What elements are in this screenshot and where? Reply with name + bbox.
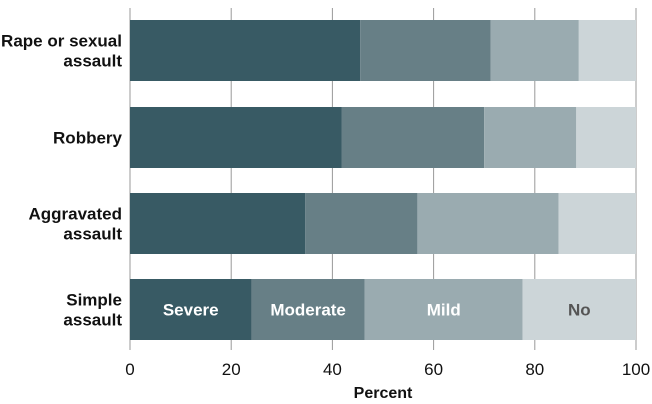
category-label-line: Simple (66, 291, 122, 310)
bar-segment-mild (417, 193, 559, 254)
x-tick-label: 0 (125, 360, 134, 379)
bar-segment-no (522, 279, 636, 340)
category-label: Robbery (53, 129, 123, 148)
bar-segment-severe (130, 279, 252, 340)
x-tick-label: 80 (525, 360, 544, 379)
x-tick-label: 20 (222, 360, 241, 379)
segment-label-moderate: Moderate (270, 301, 346, 320)
segment-label-mild: Mild (427, 301, 461, 320)
x-tick-label: 40 (323, 360, 342, 379)
segment-label-severe: Severe (163, 301, 219, 320)
category-label: Aggravated assault (28, 205, 122, 244)
category-label: Simple assault (63, 291, 122, 330)
segment-label-no: No (568, 301, 591, 320)
bar-segment-mild (490, 20, 579, 81)
category-label-line: assault (63, 311, 122, 330)
bar-segment-no (558, 193, 636, 254)
bar-segment-mild (364, 279, 523, 340)
x-tick-label: 100 (622, 360, 650, 379)
x-axis-title: Percent (354, 385, 413, 402)
category-label-line: assault (63, 225, 122, 244)
bar-segment-no (578, 20, 636, 81)
x-tick-labels: 0 20 40 60 80 100 (125, 360, 650, 379)
bar-segment-no (576, 107, 636, 168)
bar-segment-moderate (305, 193, 418, 254)
bar-segment-moderate (251, 279, 365, 340)
bar-segment-severe (130, 107, 342, 168)
x-tick-label: 60 (424, 360, 443, 379)
bars: Severe Moderate Mild No (130, 20, 636, 340)
category-label-line: Rape or sexual (1, 32, 122, 51)
category-label: Rape or sexual assault (1, 32, 122, 71)
bar-segment-mild (484, 107, 577, 168)
bar-segment-severe (130, 193, 306, 254)
category-label-line: assault (63, 52, 122, 71)
bar-segment-severe (130, 20, 361, 81)
category-label-line: Robbery (53, 129, 123, 148)
bar-segment-moderate (341, 107, 485, 168)
category-label-line: Aggravated (28, 205, 122, 224)
bar-segment-moderate (360, 20, 491, 81)
